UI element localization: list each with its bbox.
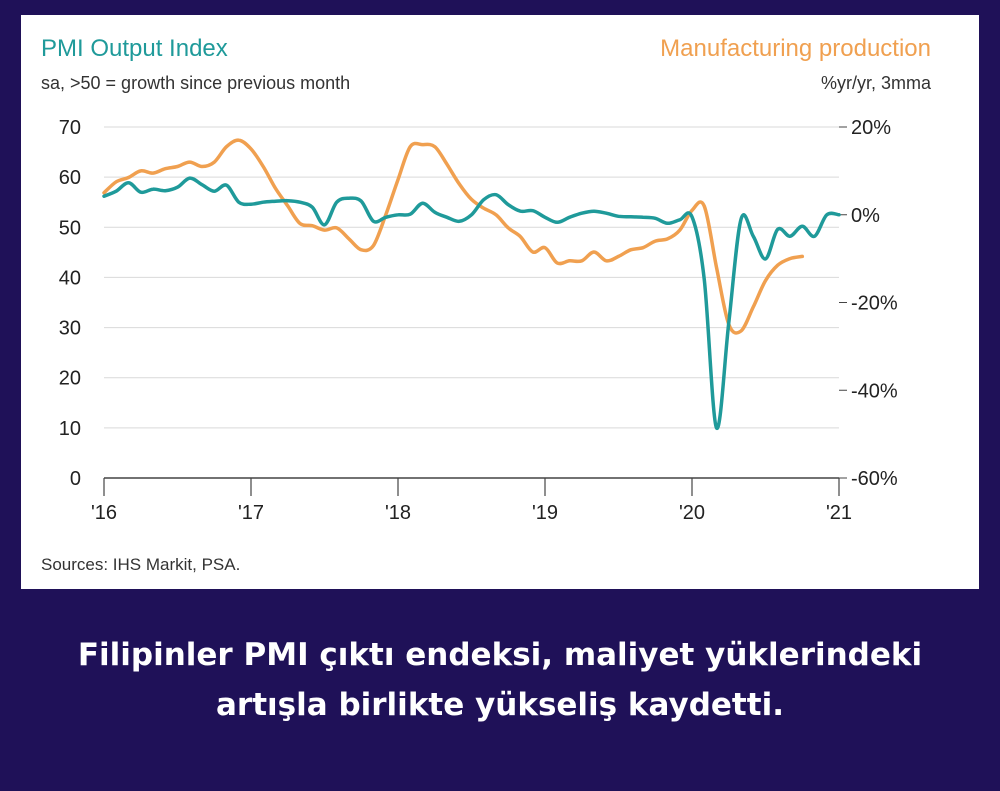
y-right-tick-label: 20%: [851, 117, 891, 139]
source-note: Sources: IHS Markit, PSA.: [41, 555, 241, 574]
x-tick-label: '19: [532, 502, 558, 524]
y-left-tick-label: 50: [59, 217, 81, 239]
caption-line-1: Filipinler PMI çıktı endeksi, maliyet yü…: [77, 637, 923, 673]
caption-line-2: artışla birlikte yükseliş kaydetti.: [216, 687, 784, 723]
y-left-tick-label: 30: [59, 318, 81, 340]
y-right-tick-label: 0%: [851, 205, 880, 227]
y-right-tick-label: -20%: [851, 293, 898, 315]
y-right-tick-label: -60%: [851, 468, 898, 490]
caption: Filipinler PMI çıktı endeksi, maliyet yü…: [0, 630, 1000, 730]
x-tick-label: '21: [826, 502, 852, 524]
y-left-tick-label: 40: [59, 267, 81, 289]
y-left-tick-label: 20: [59, 368, 81, 390]
y-left-tick-label: 10: [59, 418, 81, 440]
production-series-line: [102, 138, 805, 335]
y-left-tick-label: 0: [70, 468, 81, 490]
y-right-tick-label: -40%: [851, 380, 898, 402]
y-left-tick-label: 60: [59, 167, 81, 189]
production-subtitle: %yr/yr, 3mma: [820, 73, 931, 93]
x-tick-label: '16: [91, 502, 117, 524]
production-title: Manufacturing production: [660, 35, 931, 62]
pmi-series-line: [102, 176, 841, 430]
line-chart: 70 60 50 40 30 20 10 0 20% 0% -20% -40% -60% '16 '17 '1…: [59, 117, 898, 524]
x-tick-label: '18: [385, 502, 411, 524]
x-tick-label: '17: [238, 502, 264, 524]
x-tick-label: '20: [679, 502, 705, 524]
chart-card: PMI Output Index Manufacturing productio…: [21, 15, 979, 589]
pmi-title: PMI Output Index: [41, 35, 228, 62]
pmi-subtitle: sa, >50 = growth since previous month: [41, 73, 351, 93]
y-left-tick-label: 70: [59, 117, 81, 139]
